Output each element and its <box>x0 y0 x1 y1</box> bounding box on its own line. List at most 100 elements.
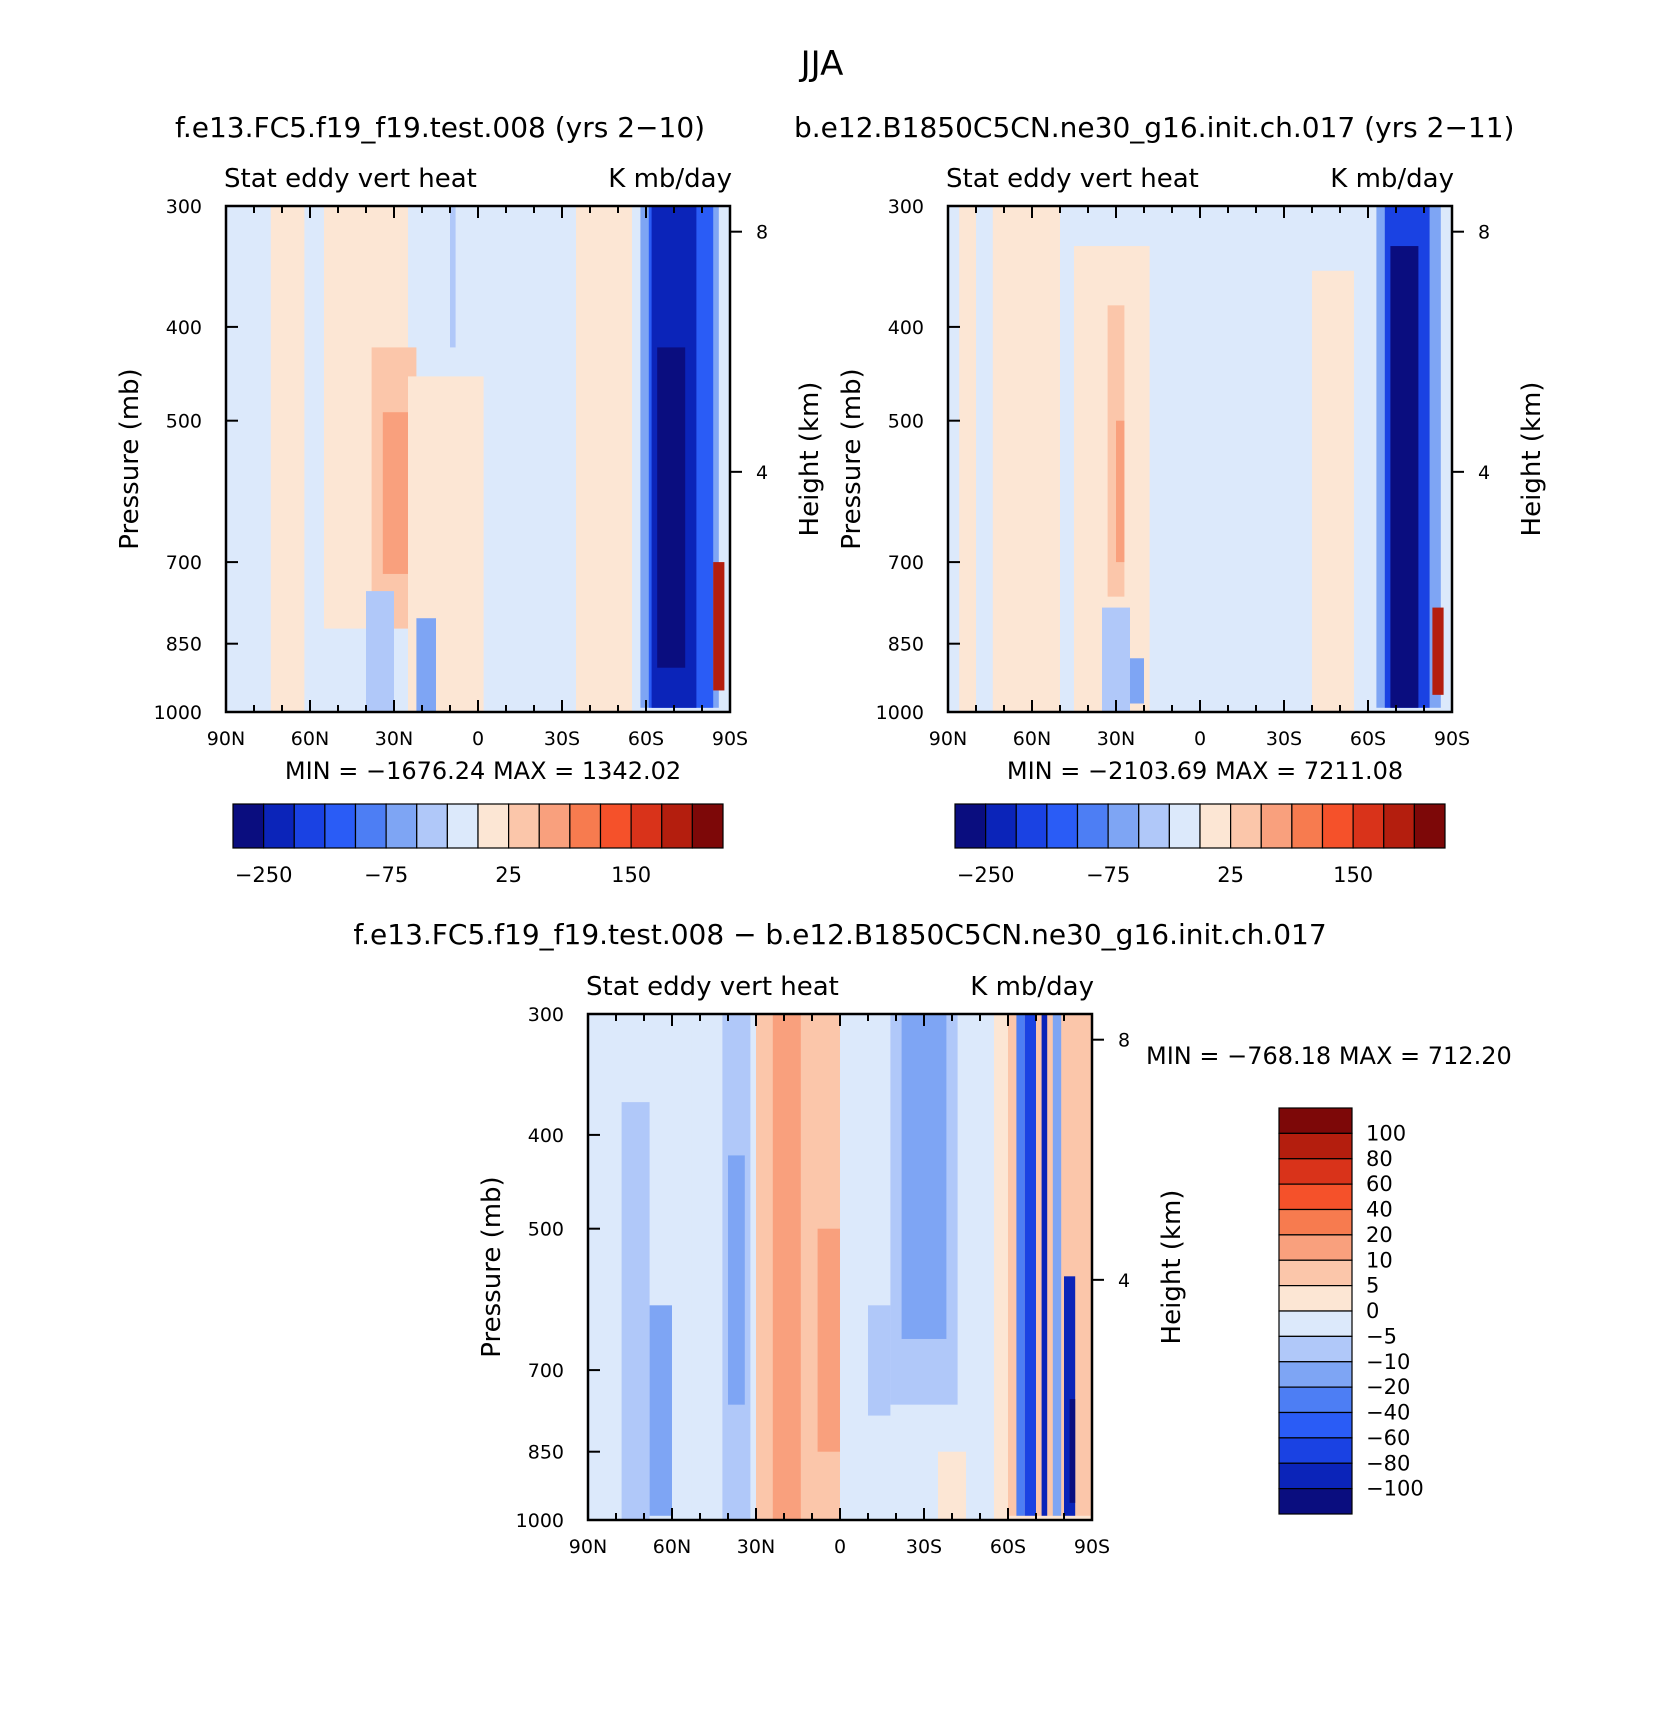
colorbar-swatch <box>1278 1488 1353 1515</box>
colorbar-tick-label: 150 <box>1333 863 1373 887</box>
contour-region <box>1130 658 1144 704</box>
y-tick-label: 1000 <box>516 1510 564 1532</box>
y-right-tick-label: 4 <box>756 462 768 484</box>
contour-region <box>1024 1014 1036 1516</box>
contour-region <box>1052 1014 1062 1516</box>
contour-region <box>1390 246 1419 708</box>
y-tick-label: 850 <box>166 634 202 656</box>
min-max-stats: MIN = −768.18 MAX = 712.20 <box>1146 1042 1512 1070</box>
colorbar-swatch <box>1260 803 1293 849</box>
colorbar-tick-label: −10 <box>1366 1350 1410 1374</box>
min-max-stats: MIN = −2103.69 MAX = 7211.08 <box>1007 757 1403 785</box>
y-tick-label: 700 <box>528 1360 564 1382</box>
colorbar-swatch <box>1278 1183 1353 1211</box>
colorbar-tick-label: −75 <box>364 863 408 887</box>
y-axis-title: Pressure (mb) <box>115 368 145 549</box>
y-right-tick-label: 8 <box>756 222 768 244</box>
y-tick-label: 400 <box>166 317 202 339</box>
contour-region <box>1064 1276 1076 1516</box>
colorbar-swatch <box>1278 1437 1353 1464</box>
colorbar-swatch <box>1383 803 1415 849</box>
x-tick-label: 60S <box>990 1536 1026 1558</box>
variable-label: Stat eddy vert heat <box>224 164 477 194</box>
colorbar-swatch <box>232 803 265 849</box>
contour-region <box>992 206 1060 712</box>
y-tick-label: 400 <box>528 1125 564 1147</box>
colorbar-swatch <box>263 803 295 849</box>
colorbar-swatch <box>569 803 602 849</box>
colorbar-tick-label: 25 <box>495 863 522 887</box>
y-tick-label: 300 <box>888 196 924 218</box>
contour-region <box>657 347 686 668</box>
colorbar-swatch <box>1046 803 1079 849</box>
y-axis-title: Pressure (mb) <box>837 368 867 549</box>
colorbar-swatch <box>354 803 387 849</box>
colorbar-swatch <box>1278 1208 1353 1236</box>
colorbar-swatch <box>1076 803 1109 849</box>
panel-top-left-title: f.e13.FC5.f19_f19.test.008 (yrs 2−10) <box>175 111 705 144</box>
colorbar-swatch <box>1278 1107 1353 1134</box>
y-tick-label: 1000 <box>154 702 202 724</box>
y-tick-label: 500 <box>888 411 924 433</box>
x-tick-label: 60N <box>291 728 329 750</box>
contour-region <box>938 1451 966 1520</box>
colorbar-tick-label: 5 <box>1366 1274 1379 1298</box>
colorbar-swatch <box>1168 803 1201 849</box>
colorbar-tick-label: −5 <box>1366 1324 1397 1348</box>
colorbar-swatch <box>416 803 448 849</box>
contour-region <box>713 562 725 691</box>
colorbar-tick-label: 80 <box>1366 1147 1393 1171</box>
y-tick-label: 1000 <box>876 702 924 724</box>
y-axis-right-title: Height (km) <box>795 382 825 537</box>
y-tick-label: 700 <box>166 552 202 574</box>
contour-region <box>1041 1014 1048 1516</box>
contour-region <box>901 1014 947 1339</box>
y-right-tick-label: 8 <box>1118 1030 1130 1052</box>
colorbar-swatch <box>1278 1259 1353 1287</box>
colorbar-tick-label: 25 <box>1217 863 1244 887</box>
colorbar-swatch <box>1291 803 1324 849</box>
y-right-tick-label: 8 <box>1478 222 1490 244</box>
y-tick-label: 500 <box>166 411 202 433</box>
colorbar-swatch <box>1413 803 1446 849</box>
colorbar-tick-label: 150 <box>611 863 651 887</box>
colorbar-tick-label: −75 <box>1086 863 1130 887</box>
colorbar-tick-label: −60 <box>1366 1426 1410 1450</box>
x-tick-label: 30N <box>737 1536 775 1558</box>
figure-title: JJA <box>799 44 844 84</box>
colorbar-swatch <box>1278 1234 1353 1261</box>
units-label: K mb/day <box>1330 164 1454 194</box>
y-tick-label: 700 <box>888 552 924 574</box>
chart-top-right: 90N 60N 30N 0 30S 60S 90S 300 400 500 700 850 1000 8 4… <box>837 164 1547 887</box>
colorbar-tick-label: −80 <box>1366 1451 1410 1475</box>
colorbar-swatch <box>1278 1361 1353 1388</box>
x-tick-label: 30S <box>906 1536 942 1558</box>
colorbar-tick-label: −100 <box>1366 1477 1424 1501</box>
colorbar-tick-label: 0 <box>1366 1299 1379 1323</box>
x-tick-label: 30N <box>1097 728 1135 750</box>
y-axis-right-title: Height (km) <box>1517 382 1547 537</box>
x-tick-label: 90S <box>1074 1536 1110 1558</box>
x-tick-label: 90N <box>569 1536 607 1558</box>
colorbar-swatch <box>599 803 632 849</box>
colorbar-swatch <box>1321 803 1354 849</box>
y-tick-label: 300 <box>528 1004 564 1026</box>
y-tick-label: 400 <box>888 317 924 339</box>
colorbar-swatch <box>508 803 540 849</box>
colorbar-swatch <box>985 803 1017 849</box>
y-tick-label: 300 <box>166 196 202 218</box>
contour-region <box>772 1014 801 1520</box>
colorbar-tick-label: 100 <box>1366 1121 1406 1145</box>
contour-region <box>1432 607 1444 695</box>
panel-top-right-title: b.e12.B1850C5CN.ne30_g16.init.ch.017 (yr… <box>794 111 1514 144</box>
colorbar-tick-label: −20 <box>1366 1375 1410 1399</box>
x-tick-label: 90S <box>1434 728 1470 750</box>
colorbar-tick-label: 20 <box>1366 1223 1393 1247</box>
colorbar-swatch <box>477 803 510 849</box>
colorbar-swatch <box>661 803 693 849</box>
contour-region <box>817 1228 840 1452</box>
contour-region <box>1102 607 1130 712</box>
colorbar-swatch <box>1278 1335 1353 1363</box>
colorbar-swatch <box>630 803 663 849</box>
